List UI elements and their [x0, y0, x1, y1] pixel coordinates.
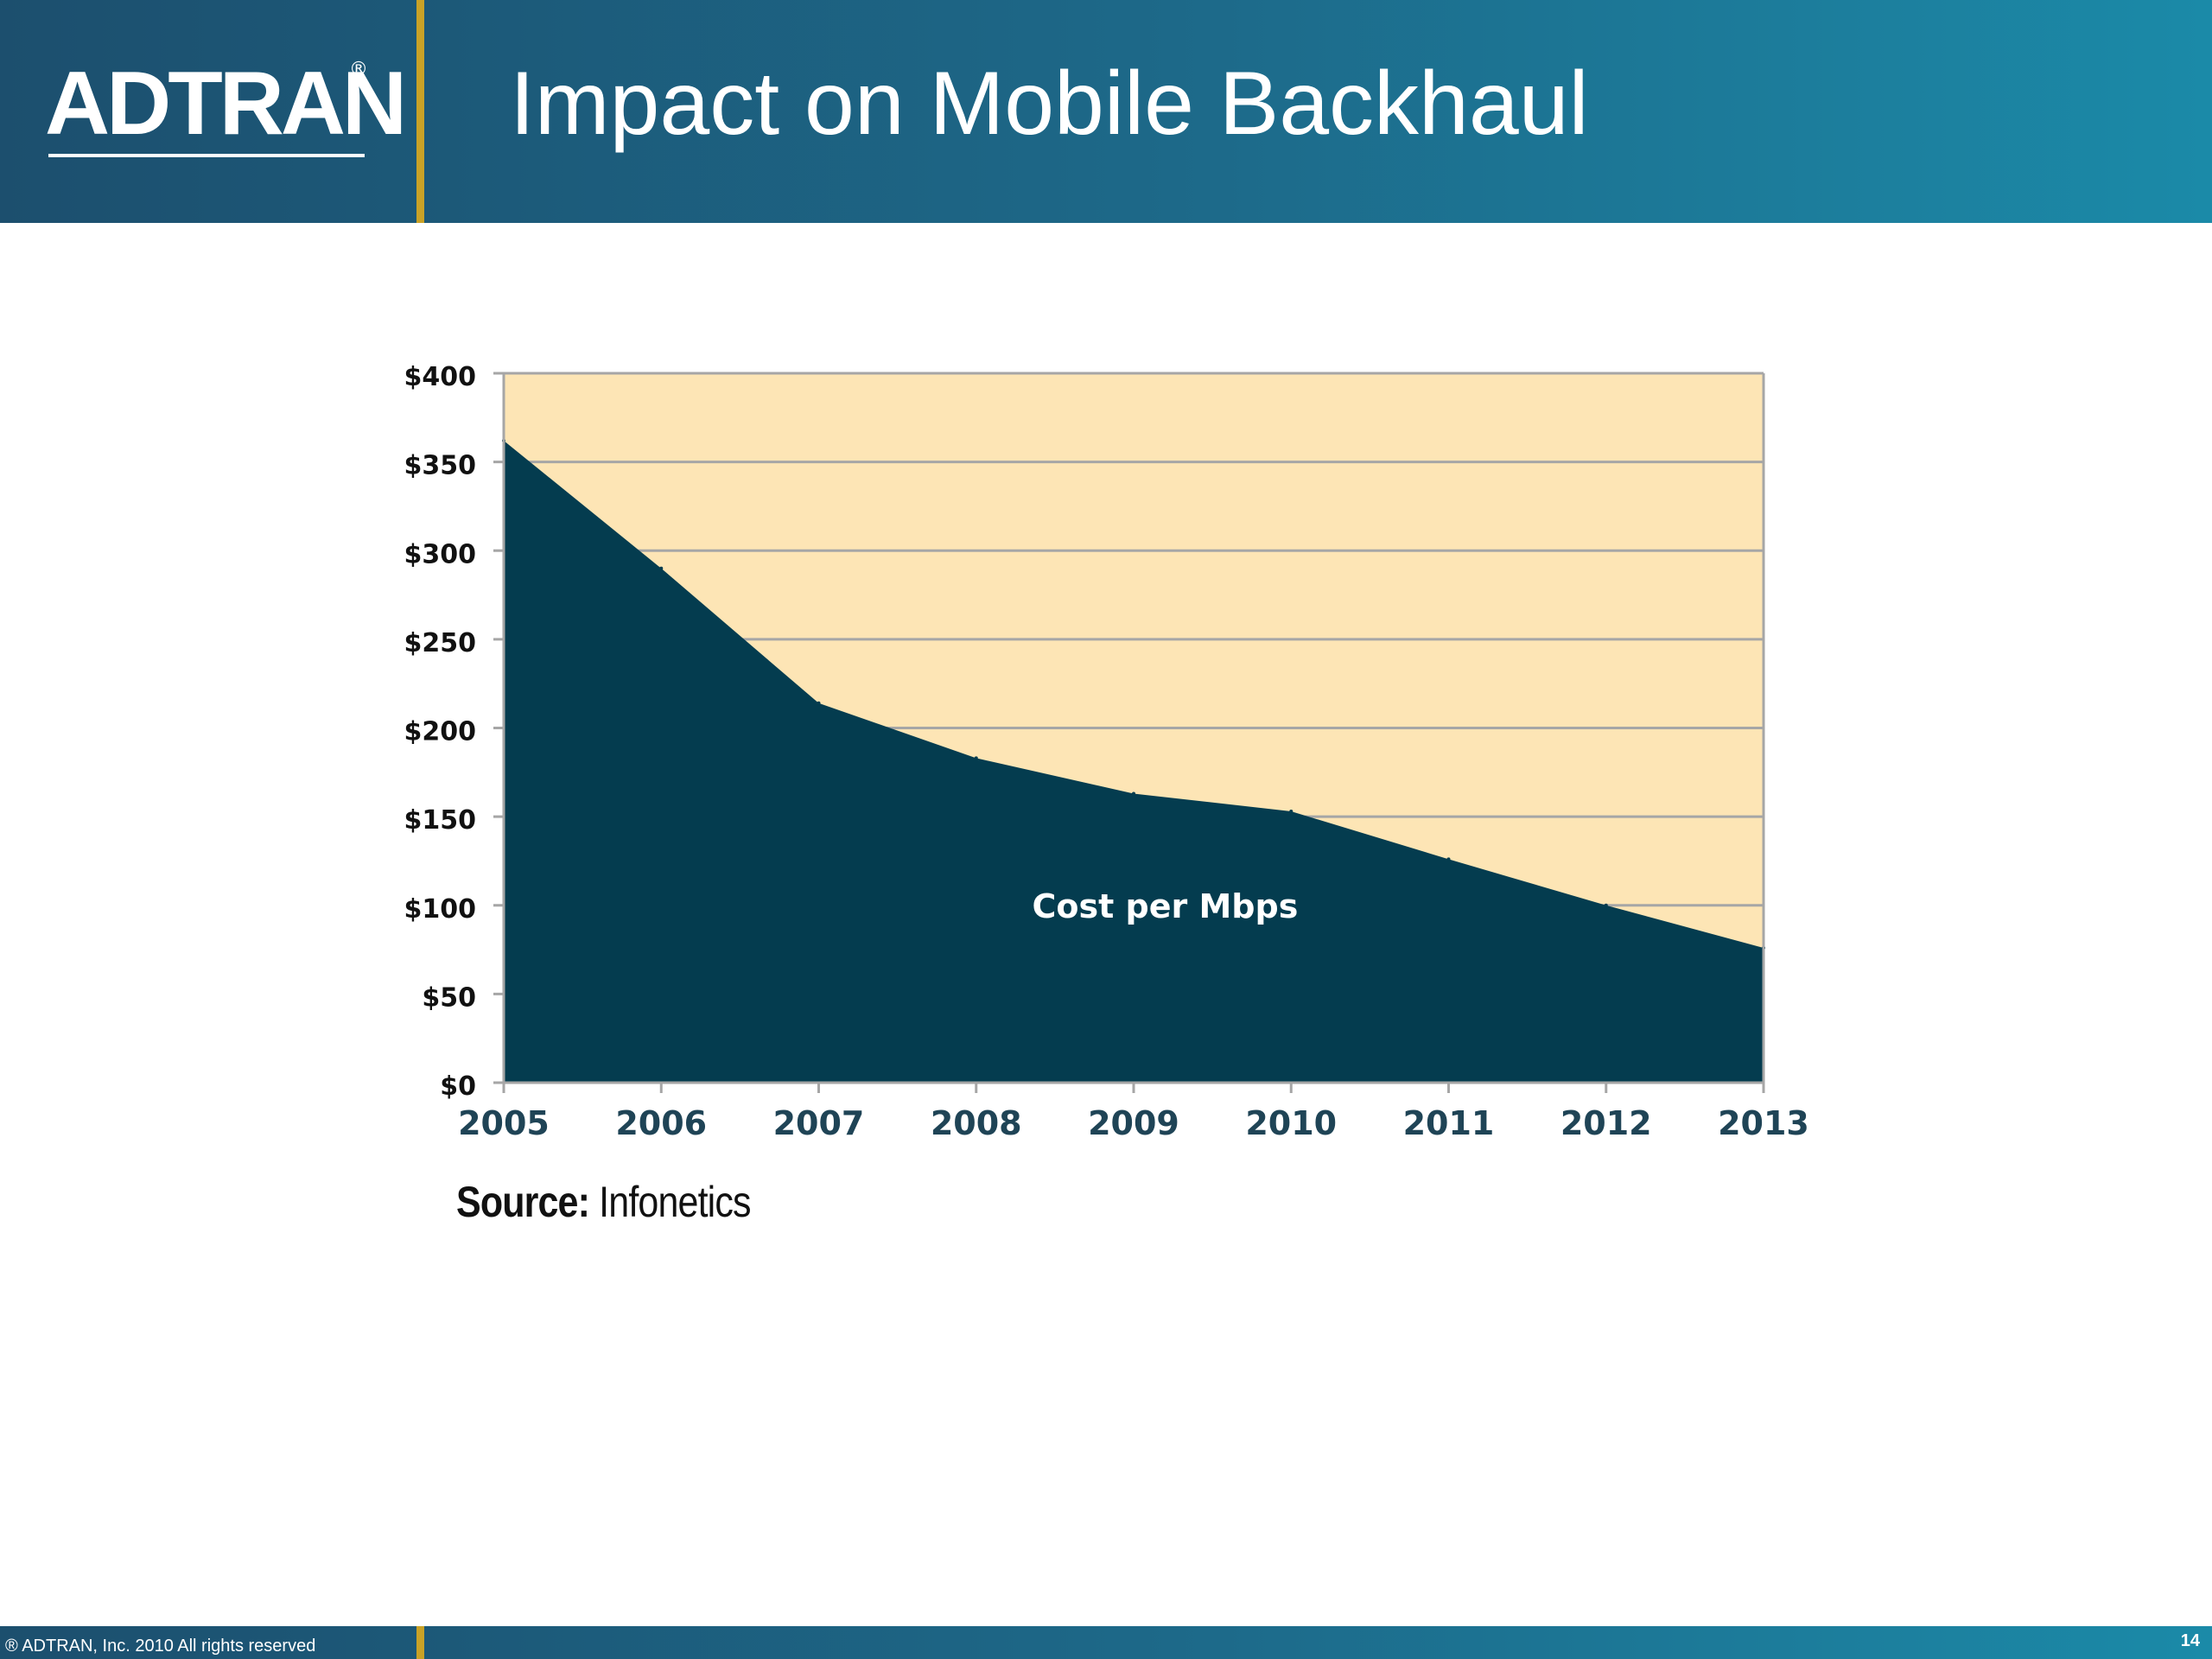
data-point	[1446, 857, 1451, 861]
cost-area	[504, 440, 1764, 1083]
header-divider	[416, 0, 424, 223]
slide-footer: ® ADTRAN, Inc. 2010 All rights reserved …	[0, 1626, 2212, 1659]
data-point	[974, 756, 978, 760]
source-label: Source:	[456, 1178, 590, 1226]
data-point	[1604, 903, 1608, 907]
data-point	[659, 566, 664, 570]
x-tick-label: 2011	[1403, 1104, 1495, 1142]
source-note: Source: Infonetics	[456, 1177, 751, 1227]
x-tick-label: 2008	[931, 1104, 1022, 1142]
x-tick-label: 2007	[773, 1104, 865, 1142]
y-tick-label: $200	[404, 717, 477, 747]
y-tick-label: $300	[404, 539, 477, 569]
registered-mark: ®	[349, 59, 368, 80]
y-tick-label: $150	[404, 805, 477, 836]
x-tick-label: 2013	[1718, 1104, 1809, 1142]
y-tick-label: $250	[404, 628, 477, 658]
adtran-logo: ADTRAN ®	[45, 52, 407, 164]
data-point	[817, 701, 821, 705]
data-point	[1289, 809, 1294, 813]
slide-header: ADTRAN ® Impact on Mobile Backhaul	[0, 0, 2212, 223]
data-point	[1132, 791, 1135, 796]
y-tick-label: $100	[404, 894, 477, 925]
x-tick-label: 2005	[458, 1104, 550, 1142]
y-tick-label: $50	[422, 982, 476, 1013]
x-tick-label: 2012	[1560, 1104, 1652, 1142]
x-tick-label: 2009	[1088, 1104, 1179, 1142]
logo-underline	[48, 154, 365, 157]
series-annotation: Cost per Mbps	[1033, 887, 1299, 925]
source-value: Infonetics	[589, 1178, 751, 1226]
page-number: 14	[2180, 1631, 2200, 1650]
y-tick-label: $0	[440, 1071, 476, 1102]
footer-divider	[416, 1626, 424, 1659]
logo-wordmark: ADTRAN	[45, 54, 407, 154]
y-tick-label: $400	[404, 362, 477, 392]
y-tick-label: $350	[404, 451, 477, 481]
x-tick-label: 2006	[615, 1104, 707, 1142]
copyright-text: ® ADTRAN, Inc. 2010 All rights reserved	[5, 1637, 316, 1656]
slide-title: Impact on Mobile Backhaul	[510, 54, 1589, 154]
x-tick-label: 2010	[1245, 1104, 1337, 1142]
